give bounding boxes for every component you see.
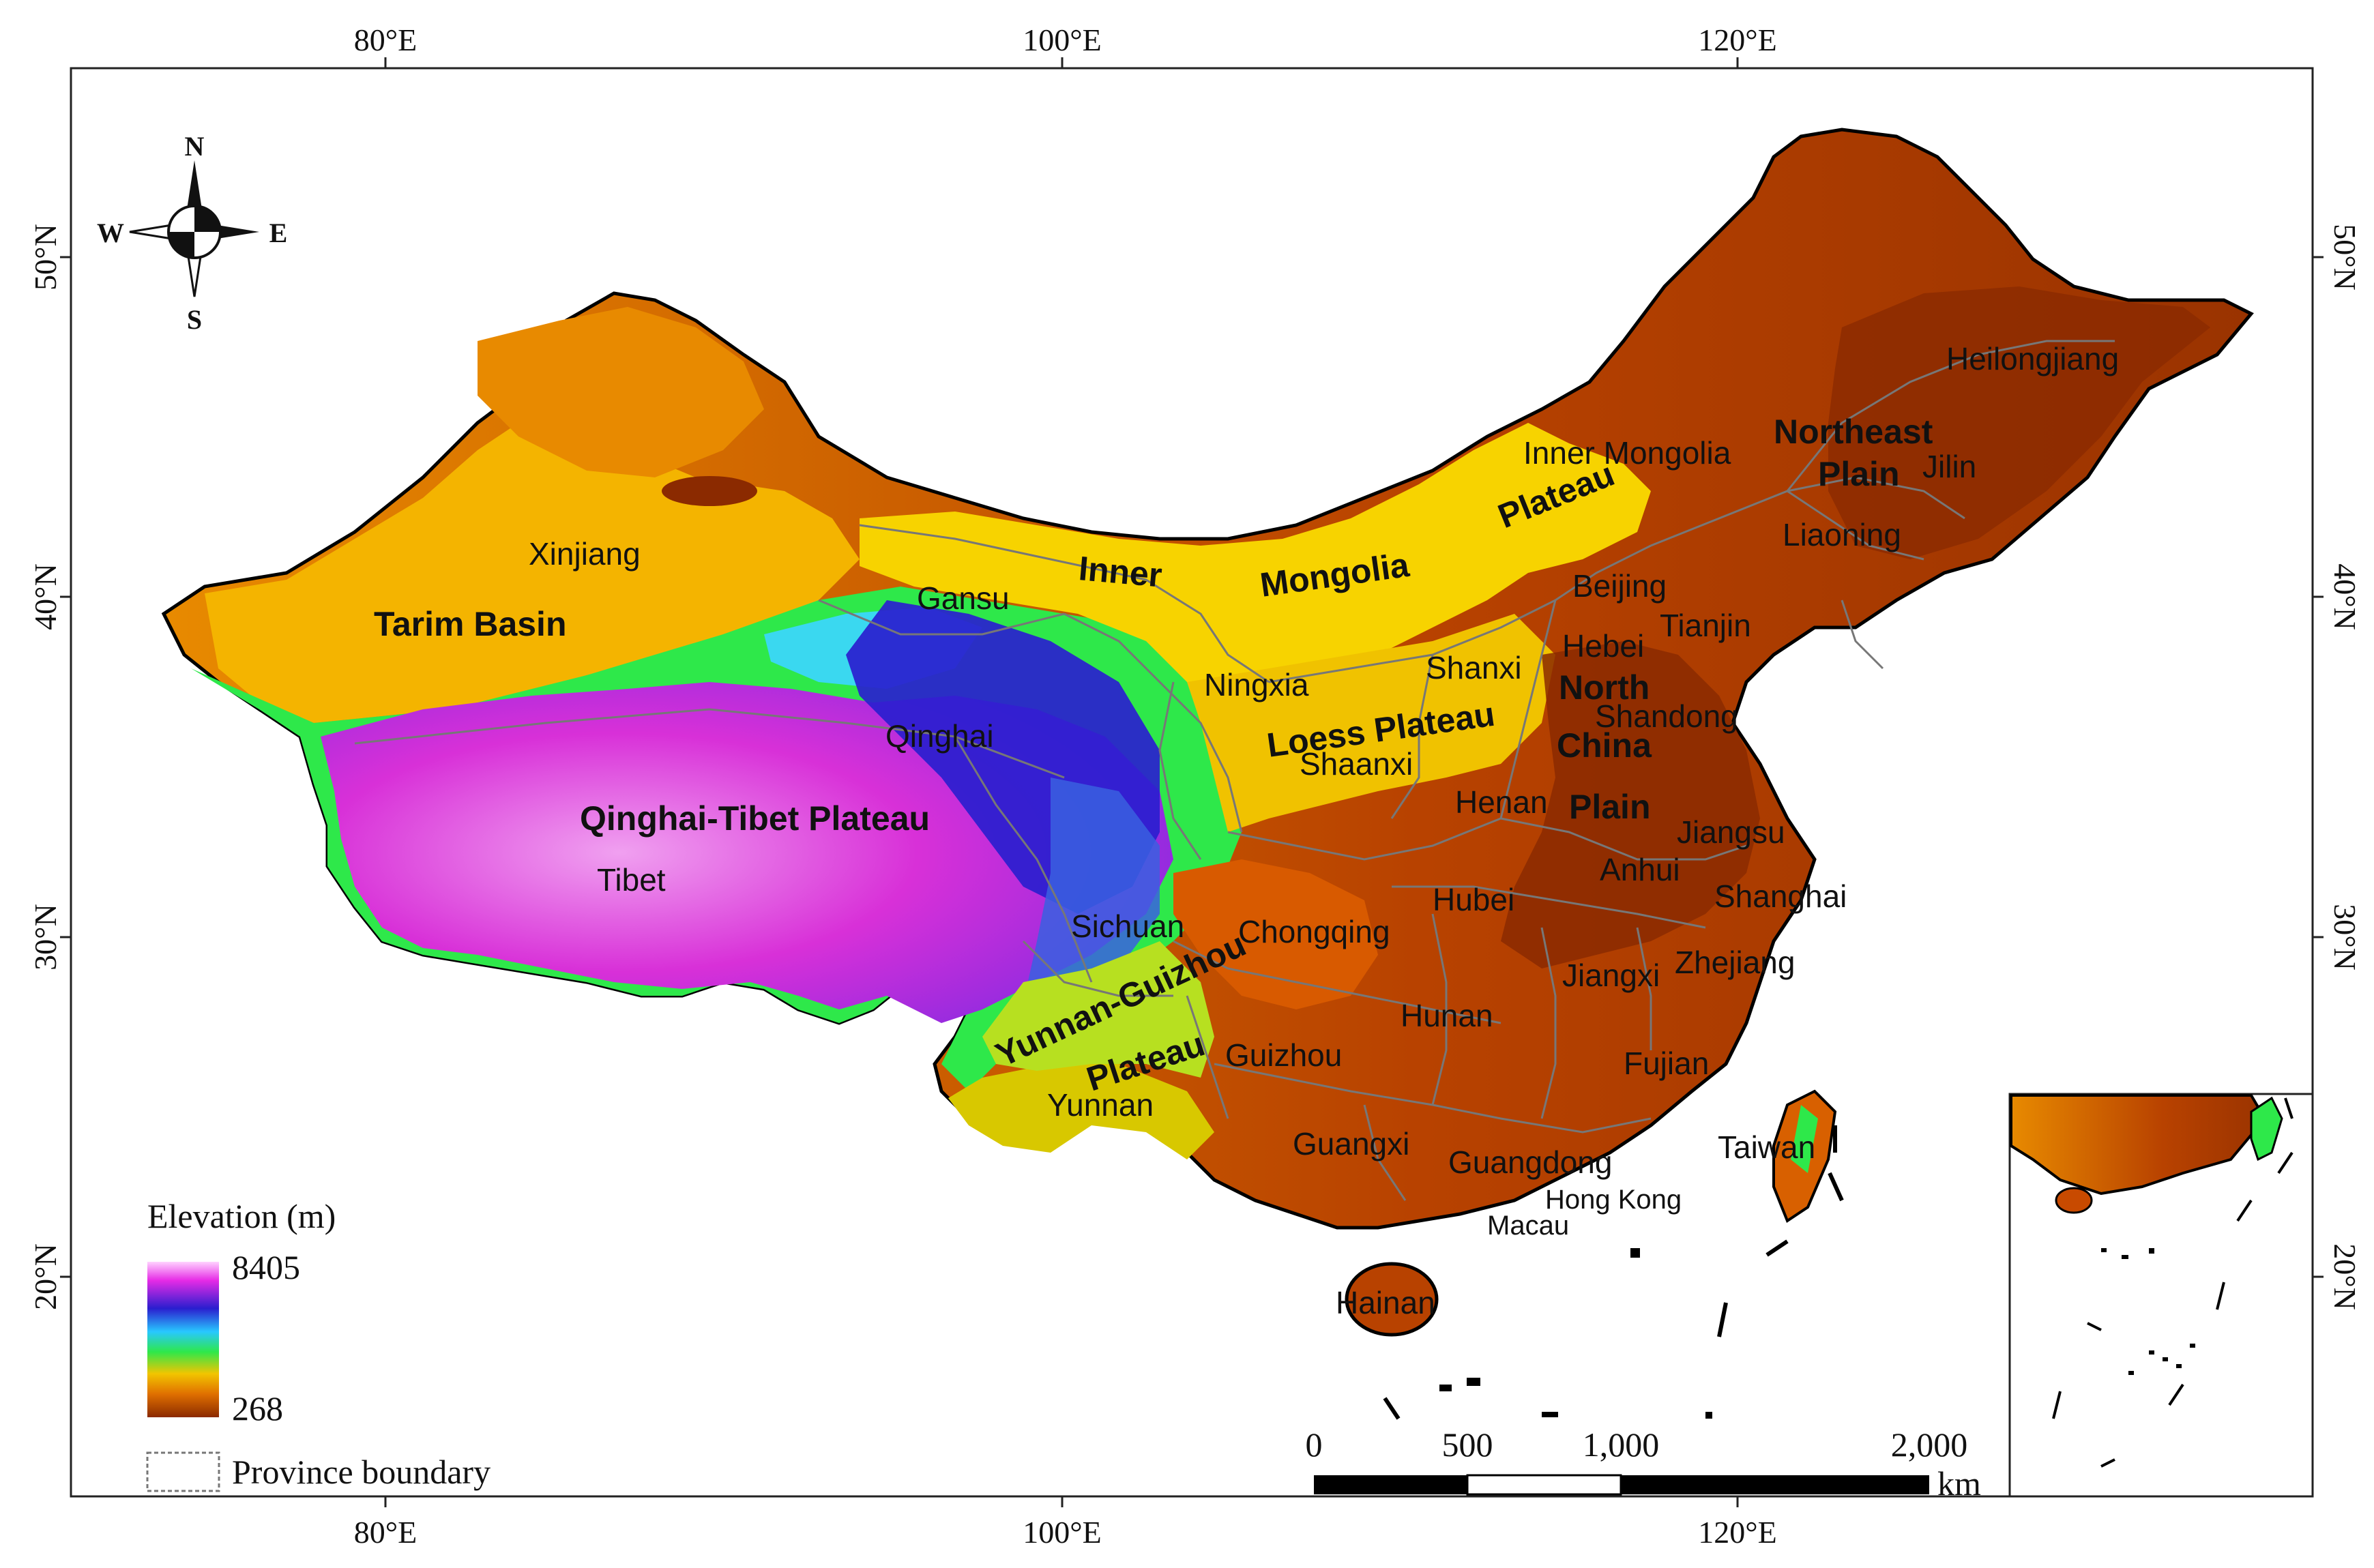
scale-tick-1000: 1,000 bbox=[1583, 1425, 1660, 1464]
label-yunnan: Yunnan bbox=[1047, 1087, 1154, 1123]
label-beijing: Beijing bbox=[1572, 568, 1667, 604]
label-hunan: Hunan bbox=[1401, 998, 1493, 1033]
elevation-legend: Elevation (m) 8405 268 Province boundary bbox=[146, 1197, 490, 1492]
china-landmass bbox=[161, 128, 2254, 1420]
label-guizhou: Guizhou bbox=[1225, 1037, 1342, 1073]
legend-title: Elevation (m) bbox=[147, 1197, 336, 1235]
compass-s: S bbox=[187, 304, 202, 335]
sichuan-basin-area bbox=[1173, 859, 1378, 1009]
label-gansu: Gansu bbox=[917, 580, 1010, 616]
label-anhui: Anhui bbox=[1600, 852, 1680, 887]
region-north-china-plain-2: China bbox=[1557, 726, 1652, 765]
yunnan-area bbox=[948, 1064, 1214, 1159]
label-liaoning: Liaoning bbox=[1783, 517, 1901, 552]
region-northeast-plain-1: Northeast bbox=[1774, 413, 1933, 451]
taiwan-mountains bbox=[1791, 1105, 1818, 1173]
north-arrow: N S E W bbox=[97, 131, 287, 335]
nine-dash-1 bbox=[1765, 1239, 1789, 1257]
inner-mongolia-area bbox=[860, 423, 1651, 723]
tick-right-20n: 20°N bbox=[2328, 1243, 2362, 1310]
label-zhejiang: Zhejiang bbox=[1675, 945, 1795, 980]
label-heilongjiang: Heilongjiang bbox=[1946, 341, 2119, 376]
label-jiangsu: Jiangsu bbox=[1677, 814, 1785, 850]
label-tibet: Tibet bbox=[597, 862, 666, 898]
nine-dash-2 bbox=[1717, 1302, 1728, 1337]
label-shandong: Shandong bbox=[1595, 698, 1738, 734]
label-macau: Macau bbox=[1487, 1211, 1569, 1241]
tick-top-100e: 100°E bbox=[1023, 23, 1102, 57]
label-jilin: Jilin bbox=[1922, 449, 1976, 484]
tick-top-80e: 80°E bbox=[354, 23, 417, 57]
label-qinghai: Qinghai bbox=[885, 718, 994, 754]
label-hong-kong: Hong Kong bbox=[1545, 1185, 1682, 1215]
east-lowland-dark bbox=[1501, 641, 1760, 968]
label-tianjin: Tianjin bbox=[1660, 608, 1751, 643]
south-china-sea-inset bbox=[2008, 1093, 2314, 1498]
nine-dash-3 bbox=[1383, 1397, 1401, 1420]
sichuan-blue-band bbox=[1023, 778, 1160, 1009]
label-guangxi: Guangxi bbox=[1293, 1126, 1409, 1162]
label-chongqing: Chongqing bbox=[1238, 914, 1390, 949]
label-guangdong: Guangdong bbox=[1448, 1144, 1612, 1180]
label-hainan: Hainan bbox=[1336, 1285, 1435, 1320]
label-henan: Henan bbox=[1455, 784, 1548, 820]
label-shanghai: Shanghai bbox=[1714, 878, 1847, 914]
legend-max: 8405 bbox=[232, 1248, 300, 1286]
region-inner-mongolia-plateau-1: Inner bbox=[1077, 549, 1164, 594]
region-north-china-plain-3: Plain bbox=[1569, 788, 1650, 826]
label-shanxi: Shanxi bbox=[1426, 650, 1522, 685]
scale-bar: 0 500 1,000 2,000 km bbox=[1306, 1425, 1982, 1503]
label-shaanxi: Shaanxi bbox=[1300, 746, 1413, 782]
scale-unit: km bbox=[1937, 1464, 1981, 1503]
dzungaria-area bbox=[478, 307, 764, 477]
yunnan-green bbox=[982, 941, 1214, 1078]
legend-boundary-swatch bbox=[146, 1451, 220, 1492]
label-taiwan: Taiwan bbox=[1718, 1129, 1815, 1165]
loess-area bbox=[1187, 614, 1555, 832]
axis-ticks bbox=[60, 57, 2324, 1507]
tick-top-120e: 120°E bbox=[1698, 23, 1777, 57]
turpan-depression bbox=[662, 476, 757, 506]
tick-right-40n: 40°N bbox=[2328, 563, 2362, 630]
tick-left-40n: 40°N bbox=[28, 563, 63, 630]
province-labels: Xinjiang Tibet Qinghai Gansu Sichuan Yun… bbox=[529, 341, 2119, 1320]
legend-min: 268 bbox=[232, 1389, 283, 1428]
nine-dash-5 bbox=[1828, 1172, 1844, 1202]
region-qinghai-tibet-plateau: Qinghai-Tibet Plateau bbox=[580, 799, 930, 838]
scale-tick-500: 500 bbox=[1442, 1425, 1493, 1464]
scale-tick-2000: 2,000 bbox=[1891, 1425, 1968, 1464]
tick-bottom-120e: 120°E bbox=[1698, 1515, 1777, 1550]
label-sichuan: Sichuan bbox=[1071, 908, 1184, 944]
tick-left-20n: 20°N bbox=[28, 1243, 63, 1310]
label-fujian: Fujian bbox=[1624, 1046, 1709, 1081]
label-jiangxi: Jiangxi bbox=[1562, 958, 1660, 993]
label-hebei: Hebei bbox=[1562, 628, 1644, 664]
region-northeast-plain-2: Plain bbox=[1818, 455, 1899, 493]
tick-right-50n: 50°N bbox=[2328, 224, 2362, 291]
province-boundaries bbox=[354, 340, 2115, 1201]
tick-right-30n: 30°N bbox=[2328, 904, 2362, 971]
tick-bottom-100e: 100°E bbox=[1023, 1515, 1102, 1550]
hainan-island bbox=[1345, 1262, 1439, 1337]
tick-left-50n: 50°N bbox=[28, 224, 63, 291]
region-north-china-plain-1: North bbox=[1559, 668, 1650, 707]
tick-bottom-80e: 80°E bbox=[354, 1515, 417, 1550]
scale-tick-0: 0 bbox=[1306, 1425, 1323, 1464]
legend-boundary-label: Province boundary bbox=[232, 1453, 490, 1491]
compass-e: E bbox=[269, 218, 288, 248]
label-hubei: Hubei bbox=[1433, 882, 1514, 917]
tick-left-30n: 30°N bbox=[28, 904, 63, 971]
legend-color-ramp bbox=[147, 1262, 219, 1417]
compass-w: W bbox=[97, 218, 124, 248]
label-ningxia: Ningxia bbox=[1204, 667, 1309, 702]
compass-n: N bbox=[185, 131, 205, 162]
region-tarim-basin: Tarim Basin bbox=[374, 605, 567, 643]
label-inner-mongolia: Inner Mongolia bbox=[1523, 435, 1731, 471]
label-xinjiang: Xinjiang bbox=[529, 536, 641, 572]
small-islands bbox=[1439, 1248, 1712, 1419]
